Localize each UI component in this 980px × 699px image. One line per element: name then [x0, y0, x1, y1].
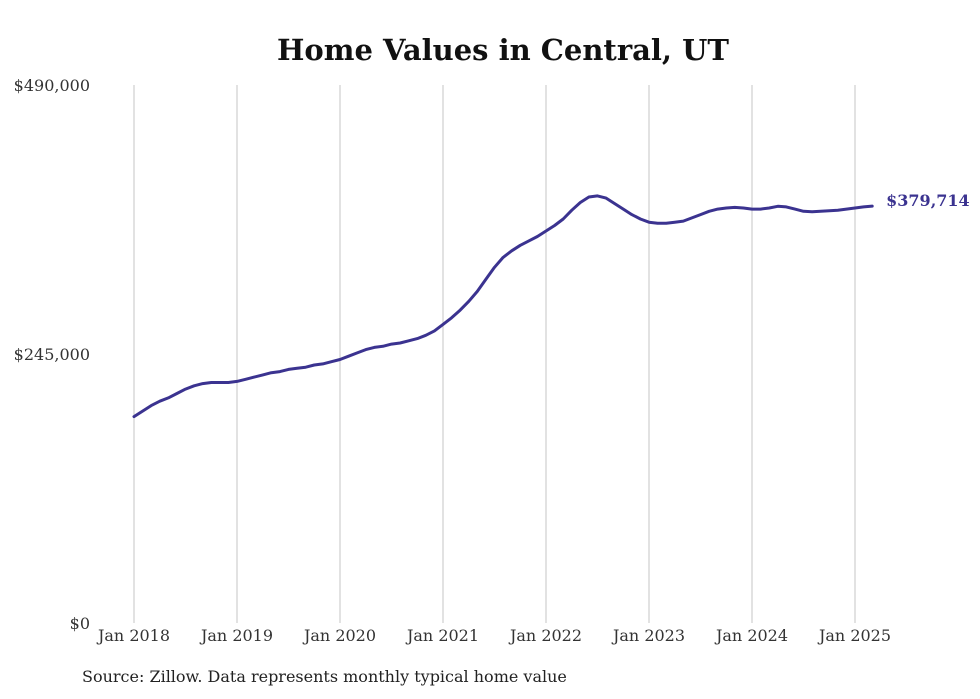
y-axis-tick-labels: $0 $245,000 $490,000	[14, 76, 90, 633]
x-tick-label-2018: Jan 2018	[96, 626, 170, 645]
x-tick-label-2024: Jan 2024	[714, 626, 788, 645]
source-note: Source: Zillow. Data represents monthly …	[82, 667, 567, 686]
gridlines	[133, 85, 856, 623]
x-tick-label-2020: Jan 2020	[302, 626, 376, 645]
series-layer	[132, 194, 874, 419]
x-tick-label-2021: Jan 2021	[405, 626, 479, 645]
chart-title: Home Values in Central, UT	[277, 33, 729, 67]
x-tick-label-2025: Jan 2025	[817, 626, 891, 645]
y-tick-label-490000: $490,000	[14, 76, 90, 95]
x-tick-label-2023: Jan 2023	[611, 626, 685, 645]
x-axis-tick-labels: Jan 2018 Jan 2019 Jan 2020 Jan 2021 Jan 2022…	[96, 626, 891, 645]
x-tick-label-2019: Jan 2019	[199, 626, 273, 645]
y-tick-label-245000: $245,000	[14, 345, 90, 364]
x-tick-label-2022: Jan 2022	[508, 626, 582, 645]
y-tick-label-0: $0	[70, 614, 90, 633]
series-line-0	[132, 194, 874, 419]
end-value-label: $379,714	[886, 191, 970, 210]
